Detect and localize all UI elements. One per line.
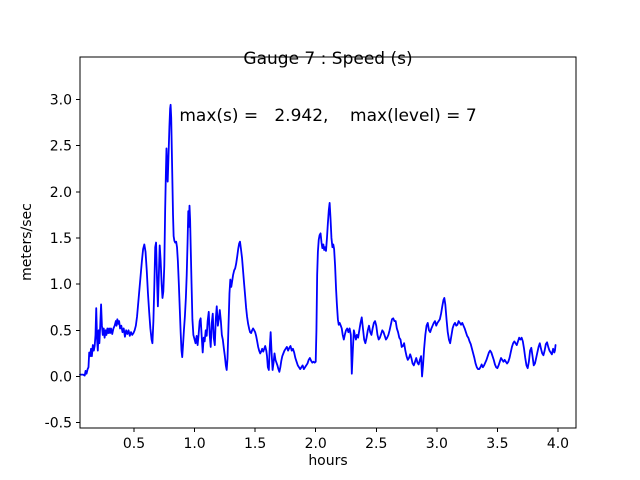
chart-title-line1: Gauge 7 : Speed (s) — [243, 49, 413, 69]
x-axis-tick-label: 1.5 — [244, 436, 266, 452]
y-axis-tick-label: 0.5 — [50, 323, 72, 339]
chart-title-line2: max(s) = 2.942, max(level) = 7 — [179, 106, 477, 126]
x-axis-tick-label: 3.5 — [486, 436, 508, 452]
y-axis-tick-label: 1.0 — [50, 277, 72, 293]
x-axis-label: hours — [308, 453, 348, 469]
y-axis-tick-label: 0.0 — [50, 369, 72, 385]
x-axis-tick-label: 2.5 — [365, 436, 387, 452]
y-axis-ticks: -0.5 0.0 0.5 1.0 1.5 2.0 2.5 3.0 — [45, 92, 80, 432]
x-axis-tick-label: 2.0 — [305, 436, 327, 452]
x-axis-tick-label: 4.0 — [547, 436, 569, 452]
y-axis-tick-label: 2.0 — [50, 185, 72, 201]
y-axis-tick-label: 2.5 — [50, 139, 72, 155]
x-axis-tick-label: 0.5 — [123, 436, 145, 452]
x-axis-tick-label: 3.0 — [426, 436, 448, 452]
y-axis-tick-label: 3.0 — [50, 92, 72, 108]
axes-frame — [79, 56, 577, 429]
x-axis-ticks: 0.5 1.0 1.5 2.0 2.5 3.0 3.5 4.0 — [123, 428, 569, 452]
speed-line — [79, 103, 557, 378]
y-axis-tick-label: -0.5 — [45, 416, 72, 432]
chart-title: Gauge 7 : Speed (s) max(s) = 2.942, max(… — [179, 12, 476, 164]
x-axis-tick-label: 1.0 — [183, 436, 205, 452]
y-axis-tick-label: 1.5 — [50, 231, 72, 247]
